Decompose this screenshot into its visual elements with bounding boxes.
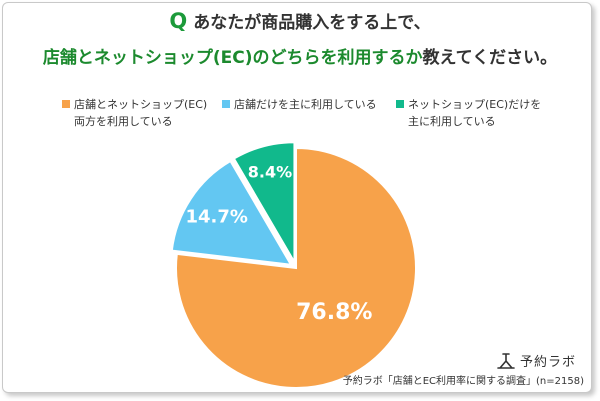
legend-item-ec: ネットショップ(EC)だけを 主に利用している (396, 96, 541, 130)
question-text-2-suffix: 教えてください。 (422, 48, 558, 68)
legend-item-both: 店舗とネットショップ(EC) 両方を利用している (62, 96, 207, 130)
legend-swatch-ec (396, 100, 404, 108)
brand-name: 予約ラボ (520, 355, 577, 370)
question-text-2: 店舗とネットショップ(EC)のどちらを利用するか (42, 48, 423, 68)
legend-label-ec-2: 主に利用している (408, 115, 496, 128)
pie-slice-store (170, 159, 293, 266)
legend-label-both-2: 両方を利用している (74, 115, 173, 128)
pie-slice-both (175, 146, 417, 389)
legend-item-store: 店舗だけを主に利用している (222, 96, 377, 113)
pie-label-ec: 8.4% (248, 163, 292, 182)
question-line-1: Q あなたが商品購入をする上で、 (0, 8, 600, 33)
legend-label-ec-1: ネットショップ(EC)だけを (408, 98, 542, 111)
brand: 予約ラボ (496, 351, 576, 370)
legend-label-both-1: 店舗とネットショップ(EC) (74, 98, 208, 111)
question-text-1: あなたが商品購入をする上で、 (193, 13, 431, 33)
question-line-2: 店舗とネットショップ(EC)のどちらを利用するか教えてください。 (0, 43, 600, 68)
legend-swatch-store (222, 100, 230, 108)
brand-logo-icon (497, 353, 515, 369)
pie-label-store: 14.7% (185, 207, 247, 228)
legend-label-store-1: 店舗だけを主に利用している (234, 98, 377, 111)
legend-swatch-both (62, 100, 70, 108)
pie-label-both: 76.8% (296, 300, 372, 325)
question-mark: Q (169, 9, 188, 33)
source-note: 予約ラボ「店舗とEC利用率に関する調査」(n=2158) (342, 376, 584, 387)
pie-slice-ec (232, 141, 296, 266)
